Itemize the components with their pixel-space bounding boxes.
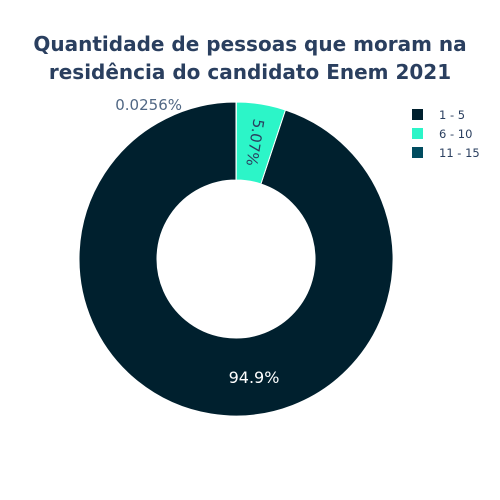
legend-item-6-10[interactable]: 6 - 10 bbox=[412, 124, 498, 143]
legend: 1 - 5 6 - 10 11 - 15 bbox=[412, 105, 498, 162]
chart-title-line-2: residência do candidato Enem 2021 bbox=[48, 60, 452, 84]
legend-swatch-11-15 bbox=[412, 147, 423, 158]
legend-item-11-15[interactable]: 11 - 15 bbox=[412, 143, 498, 162]
legend-label-6-10: 6 - 10 bbox=[439, 126, 473, 141]
legend-label-11-15: 11 - 15 bbox=[439, 145, 480, 160]
chart-title-line-1: Quantidade de pessoas que moram na bbox=[33, 32, 467, 56]
legend-swatch-1-5 bbox=[412, 109, 423, 120]
chart-title: Quantidade de pessoas que moram na resid… bbox=[0, 30, 500, 86]
slice-label-11-15: 0.0256% bbox=[115, 96, 182, 114]
slice-1-5[interactable] bbox=[78, 101, 394, 417]
legend-item-1-5[interactable]: 1 - 5 bbox=[412, 105, 498, 124]
slice-label-1-5: 94.9% bbox=[229, 368, 280, 387]
legend-swatch-6-10 bbox=[412, 128, 423, 139]
legend-label-1-5: 1 - 5 bbox=[439, 107, 466, 122]
